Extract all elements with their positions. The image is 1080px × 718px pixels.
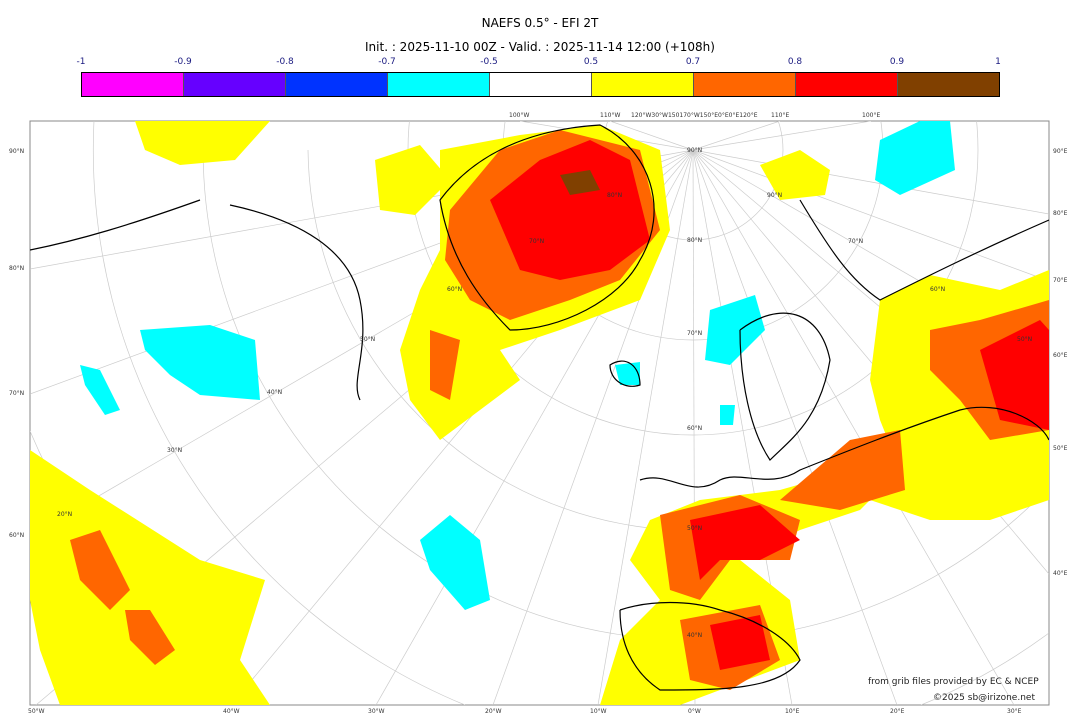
coastlines <box>30 124 1049 691</box>
lat-label: 70°N <box>529 238 545 245</box>
lon-label: 90°E <box>1053 148 1068 155</box>
copyright: ©2025 sb@irizone.net <box>933 693 1035 703</box>
lat-label: 90°N <box>687 147 703 154</box>
colorbar <box>81 72 1000 97</box>
colorbar-swatch <box>490 73 592 96</box>
lon-label: 50°W <box>28 708 45 715</box>
colorbar-swatch <box>388 73 490 96</box>
lat-label: 70°N <box>848 238 864 245</box>
efi-red-areas <box>490 140 1049 670</box>
lat-label: 70°N <box>687 330 703 337</box>
lat-label: 80°N <box>9 265 25 272</box>
colorbar-tick: -1 <box>76 57 86 67</box>
lat-label: 40°N <box>687 632 703 639</box>
colorbar-tick: -0.5 <box>480 57 498 67</box>
lat-label: 50°N <box>360 336 376 343</box>
lat-label: 90°N <box>9 148 25 155</box>
source-credit: from grib files provided by EC & NCEP <box>868 677 1039 687</box>
colorbar-tick: -0.8 <box>276 57 294 67</box>
lat-label: 60°N <box>930 286 946 293</box>
lat-label: 60°N <box>447 286 463 293</box>
lon-label: 0°W <box>688 708 701 715</box>
colorbar-tick: 0.7 <box>685 57 701 67</box>
colorbar-tick: -0.9 <box>174 57 192 67</box>
lat-label: 60°N <box>687 425 703 432</box>
colorbar-swatch <box>898 73 999 96</box>
colorbar-tick: -0.7 <box>378 57 396 67</box>
colorbar-tick: 0.8 <box>787 57 803 67</box>
lat-label: 60°N <box>9 532 25 539</box>
colorbar-swatch <box>694 73 796 96</box>
lon-label: 70°E <box>1053 277 1068 284</box>
lon-label: 120°W30°W150170°W150°E0°E0°E120°E <box>631 112 758 119</box>
colorbar-tick: 0.9 <box>889 57 905 67</box>
lon-label: 100°W <box>509 112 530 119</box>
lat-label: 50°N <box>687 525 703 532</box>
lon-label: 110°W <box>600 112 621 119</box>
colorbar-tick: 0.5 <box>583 57 599 67</box>
colorbar-tick: 1 <box>995 57 1001 67</box>
lon-label: 100°E <box>862 112 881 119</box>
lon-label: 40°W <box>223 708 240 715</box>
lon-label: 50°E <box>1053 445 1068 452</box>
lat-label: 30°N <box>167 447 183 454</box>
lat-label: 70°N <box>9 390 25 397</box>
lat-label: 80°N <box>687 237 703 244</box>
lat-label: 90°N <box>767 192 783 199</box>
lon-label: 20°E <box>890 708 905 715</box>
lon-label: 20°W <box>485 708 502 715</box>
lon-label: 30°E <box>1007 708 1022 715</box>
lon-label: 60°E <box>1053 352 1068 359</box>
lat-label: 80°N <box>607 192 623 199</box>
lat-label: 50°N <box>1017 336 1033 343</box>
lon-label: 110°E <box>771 112 790 119</box>
lon-label: 40°E <box>1053 570 1068 577</box>
colorbar-swatch <box>796 73 898 96</box>
efi-cyan-areas <box>80 121 955 610</box>
colorbar-swatch <box>184 73 286 96</box>
lat-label: 40°N <box>267 389 283 396</box>
lon-label: 10°E <box>785 708 800 715</box>
colorbar-swatch <box>286 73 388 96</box>
lon-label: 30°W <box>368 708 385 715</box>
lat-label: 20°N <box>57 511 73 518</box>
map-title: NAEFS 0.5° - EFI 2T <box>481 16 599 30</box>
efi-brown-areas <box>560 170 600 195</box>
colorbar-swatch <box>82 73 184 96</box>
map-subtitle: Init. : 2025-11-10 00Z - Valid. : 2025-1… <box>365 40 715 54</box>
lon-label: 80°E <box>1053 210 1068 217</box>
lon-label: 10°W <box>590 708 607 715</box>
colorbar-swatch <box>592 73 694 96</box>
